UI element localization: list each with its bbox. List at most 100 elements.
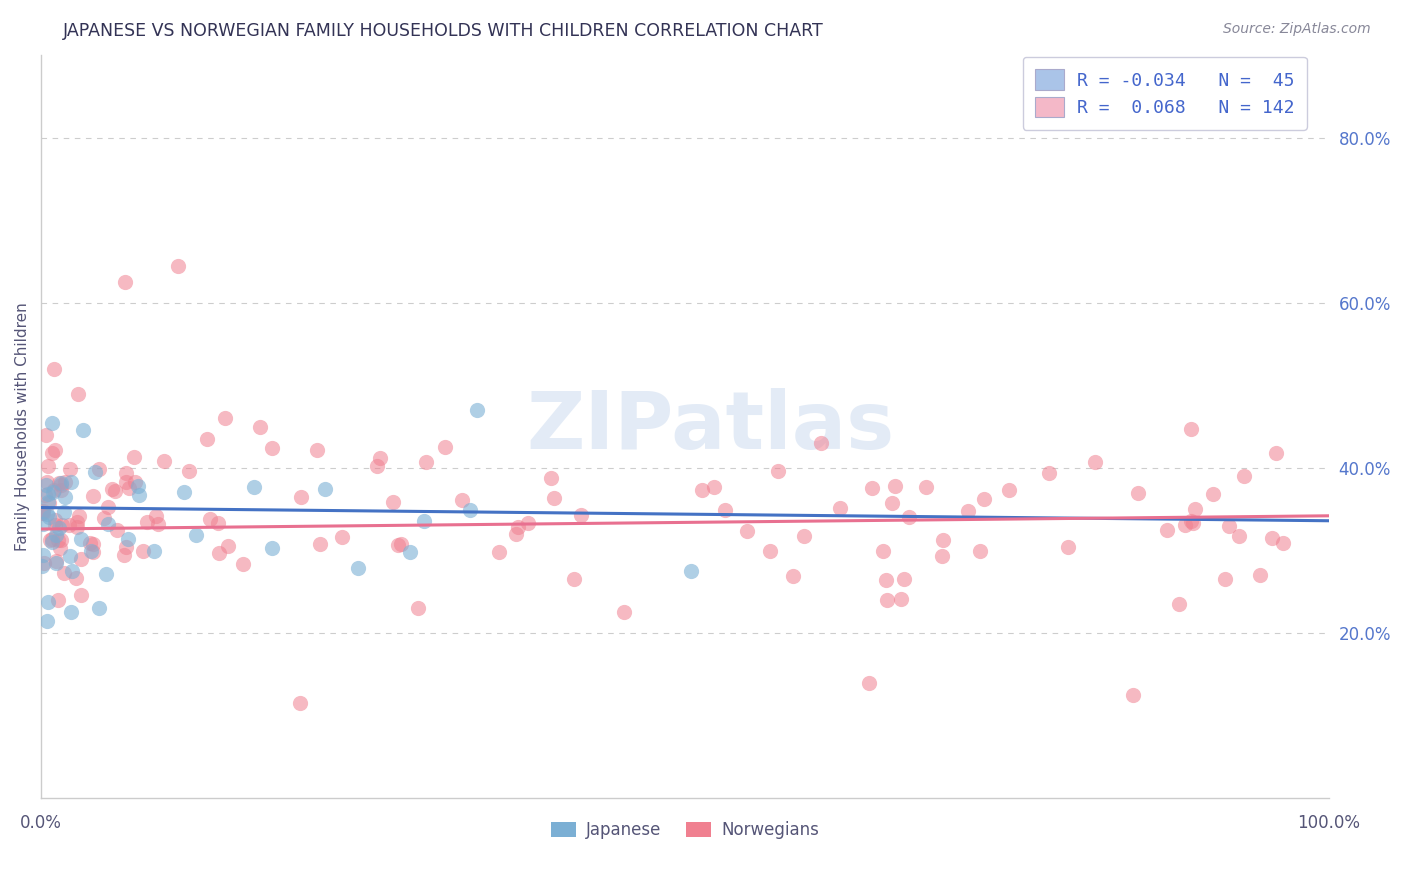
Point: [1056, 541, 1078, 555]
Point: [122, 450, 145, 464]
Point: [32, 504, 55, 518]
Point: [37, 595, 59, 609]
Point: [458, 503, 481, 517]
Point: [381, 494, 404, 508]
Point: [39, 533, 62, 547]
Point: [569, 508, 592, 522]
Point: [1174, 518, 1197, 533]
Point: [173, 484, 195, 499]
Point: [83, 465, 105, 479]
Point: [41, 532, 63, 546]
Point: [217, 539, 239, 553]
Point: [87, 462, 110, 476]
Point: [1184, 502, 1206, 516]
Point: [104, 484, 127, 499]
Point: [198, 512, 221, 526]
Point: [100, 482, 122, 496]
Point: [872, 544, 894, 558]
Point: [249, 419, 271, 434]
Point: [59, 606, 82, 620]
Point: [1272, 535, 1295, 549]
Point: [309, 537, 332, 551]
Point: [875, 574, 897, 588]
Point: [49, 533, 72, 547]
Point: [32, 506, 55, 520]
Point: [31, 517, 53, 532]
Point: [112, 548, 135, 562]
Point: [128, 488, 150, 502]
Point: [314, 483, 336, 497]
Point: [38, 510, 60, 524]
Point: [142, 543, 165, 558]
Point: [114, 275, 136, 289]
Point: [87, 601, 110, 615]
Point: [883, 479, 905, 493]
Point: [1202, 487, 1225, 501]
Point: [69, 588, 91, 602]
Point: [860, 481, 883, 495]
Point: [810, 436, 832, 450]
Point: [153, 454, 176, 468]
Point: [177, 464, 200, 478]
Point: [35, 614, 58, 628]
Point: [243, 480, 266, 494]
Point: [115, 540, 138, 554]
Point: [51, 478, 73, 492]
Point: [49, 475, 72, 490]
Point: [399, 545, 422, 559]
Point: [59, 461, 82, 475]
Point: [232, 558, 254, 572]
Point: [37, 495, 59, 509]
Point: [207, 516, 229, 531]
Point: [34, 488, 56, 502]
Point: [37, 459, 59, 474]
Point: [115, 475, 138, 489]
Point: [82, 544, 104, 558]
Point: [998, 483, 1021, 497]
Point: [135, 515, 157, 529]
Point: [893, 573, 915, 587]
Point: [32, 548, 55, 562]
Point: [690, 483, 713, 498]
Point: [415, 454, 437, 468]
Point: [37, 487, 59, 501]
Point: [145, 509, 167, 524]
Point: [32, 556, 55, 570]
Point: [53, 505, 76, 519]
Point: [186, 527, 208, 541]
Point: [48, 475, 70, 490]
Point: [346, 561, 368, 575]
Point: [880, 496, 903, 510]
Point: [451, 493, 474, 508]
Point: [1227, 528, 1250, 542]
Point: [914, 480, 936, 494]
Point: [38, 496, 60, 510]
Point: [517, 516, 540, 531]
Point: [131, 543, 153, 558]
Point: [508, 519, 530, 533]
Point: [1168, 597, 1191, 611]
Point: [124, 475, 146, 489]
Point: [793, 528, 815, 542]
Point: [562, 572, 585, 586]
Point: [330, 530, 353, 544]
Point: [53, 490, 76, 504]
Point: [35, 478, 58, 492]
Point: [434, 440, 457, 454]
Point: [1182, 516, 1205, 530]
Point: [82, 537, 104, 551]
Point: [931, 549, 953, 563]
Point: [42, 483, 65, 497]
Text: JAPANESE VS NORWEGIAN FAMILY HOUSEHOLDS WITH CHILDREN CORRELATION CHART: JAPANESE VS NORWEGIAN FAMILY HOUSEHOLDS …: [63, 22, 824, 40]
Point: [766, 464, 789, 478]
Point: [1156, 523, 1178, 537]
Point: [65, 571, 87, 585]
Point: [1084, 455, 1107, 469]
Point: [35, 428, 58, 442]
Point: [41, 446, 63, 460]
Point: [1126, 485, 1149, 500]
Point: [37, 475, 59, 489]
Point: [59, 475, 82, 490]
Point: [262, 541, 284, 555]
Point: [714, 503, 737, 517]
